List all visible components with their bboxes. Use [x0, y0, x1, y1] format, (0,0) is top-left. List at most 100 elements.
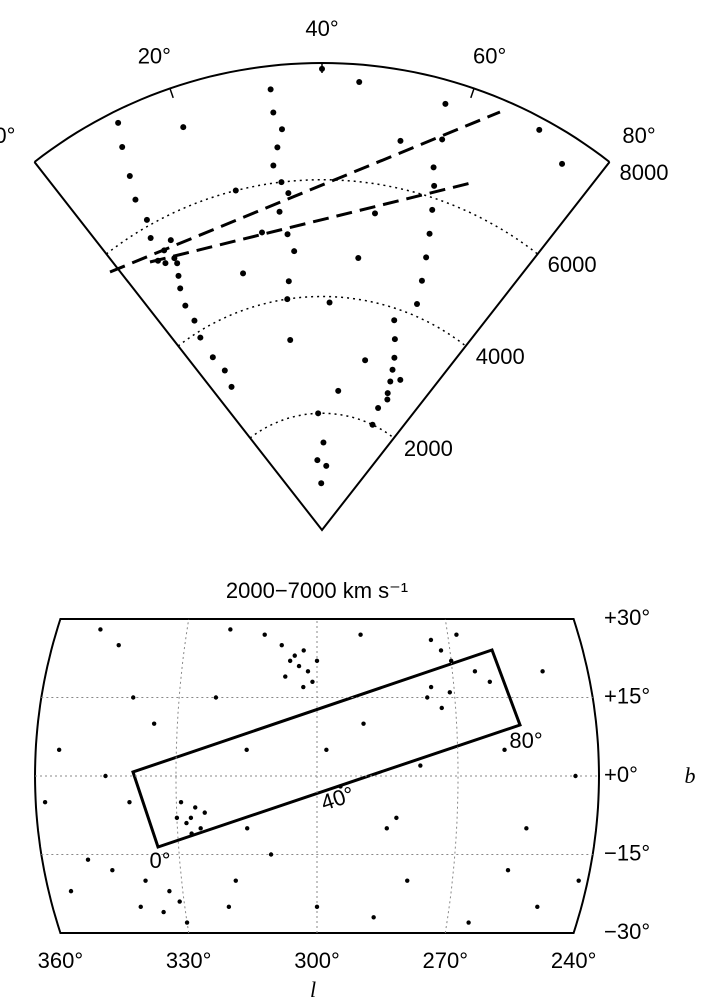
- galaxy: [447, 690, 453, 695]
- strip-label: 0°: [149, 848, 170, 873]
- galaxy: [279, 642, 284, 648]
- radial-tick-label: 4000: [476, 344, 525, 369]
- galaxy: [371, 210, 378, 217]
- galaxy: [439, 705, 444, 711]
- galaxy: [391, 354, 398, 361]
- galaxy: [213, 695, 219, 700]
- galaxy: [285, 278, 292, 285]
- angle-tick-label: 60°: [473, 43, 506, 68]
- galaxy: [226, 904, 232, 910]
- galaxy: [418, 277, 425, 284]
- y-tick-label: +0°: [604, 762, 638, 787]
- galaxy: [430, 164, 437, 171]
- galaxy: [278, 126, 285, 133]
- x-tick-label: 270°: [423, 948, 469, 973]
- galaxy: [305, 669, 311, 674]
- grid-arc: [177, 295, 467, 347]
- galaxy: [389, 366, 396, 373]
- galaxy: [314, 658, 320, 664]
- galaxy: [178, 799, 184, 805]
- radial-tick-label: 8000: [620, 160, 669, 185]
- galaxy: [397, 376, 404, 383]
- galaxy: [188, 815, 194, 821]
- angle-tick: [602, 161, 611, 171]
- galaxy: [384, 396, 391, 403]
- galaxy: [184, 820, 189, 826]
- galaxy: [147, 234, 154, 241]
- galaxy: [291, 248, 298, 255]
- y-tick-label: −15°: [604, 840, 650, 865]
- galaxy: [189, 831, 194, 836]
- galaxy: [358, 632, 363, 637]
- galaxy: [56, 747, 62, 753]
- galaxy: [335, 387, 342, 394]
- x-tick-label: 360°: [38, 948, 84, 973]
- y-axis-label: b: [685, 763, 696, 788]
- galaxy: [184, 920, 190, 925]
- x-tick-label: 300°: [294, 948, 340, 973]
- galaxy: [278, 179, 285, 186]
- galaxy: [391, 336, 398, 343]
- galaxy: [131, 695, 136, 700]
- galaxy: [301, 648, 306, 653]
- galaxy: [191, 317, 198, 324]
- galaxy: [439, 136, 446, 143]
- galaxy: [576, 878, 581, 883]
- map-title: 2000−7000 km s⁻¹: [226, 578, 408, 603]
- galaxy: [338, 784, 343, 789]
- galaxy: [384, 390, 391, 397]
- galaxy: [233, 878, 238, 883]
- angle-tick: [470, 88, 475, 99]
- angle-tick-label: 40°: [305, 16, 338, 41]
- galaxy: [540, 669, 545, 674]
- galaxy: [559, 160, 566, 167]
- galaxy: [524, 826, 529, 831]
- galaxy: [270, 109, 277, 116]
- galaxy: [319, 65, 325, 72]
- galaxy: [375, 405, 382, 412]
- galaxy: [405, 878, 410, 883]
- galaxy: [284, 231, 291, 238]
- galaxy: [262, 632, 267, 637]
- galaxy: [268, 852, 274, 857]
- galaxy: [177, 285, 184, 292]
- galaxy: [536, 126, 543, 133]
- galaxy: [174, 815, 180, 821]
- galaxy: [355, 255, 362, 262]
- galaxy: [414, 300, 421, 307]
- galaxy: [397, 137, 404, 144]
- survey-strip: [131, 648, 522, 849]
- y-tick-label: +15°: [604, 683, 650, 708]
- galaxy: [323, 462, 330, 469]
- galaxy: [110, 868, 115, 873]
- galaxy: [472, 669, 478, 674]
- galaxy: [324, 747, 329, 753]
- galaxy: [228, 627, 233, 632]
- galaxy: [425, 695, 430, 700]
- galaxy: [240, 270, 247, 277]
- galaxy: [384, 826, 389, 831]
- galaxy: [431, 182, 438, 189]
- galaxy: [287, 658, 293, 664]
- galaxy: [127, 799, 132, 805]
- galaxy: [301, 684, 306, 690]
- galaxy: [151, 721, 157, 726]
- galaxy: [310, 679, 315, 684]
- galaxy: [438, 648, 444, 653]
- galaxy: [221, 367, 228, 374]
- galaxy: [276, 208, 283, 215]
- galaxy: [180, 124, 187, 131]
- angle-tick: [169, 88, 174, 99]
- radial-tick-label: 2000: [404, 436, 453, 461]
- galaxy: [245, 826, 250, 831]
- galaxy: [68, 888, 74, 894]
- galaxy: [487, 679, 493, 684]
- galaxy: [119, 144, 126, 151]
- galaxy: [356, 79, 363, 86]
- galaxy: [391, 317, 398, 324]
- galaxy: [167, 237, 174, 244]
- galaxy: [369, 421, 376, 428]
- galaxy: [161, 909, 166, 915]
- galaxy: [174, 260, 181, 267]
